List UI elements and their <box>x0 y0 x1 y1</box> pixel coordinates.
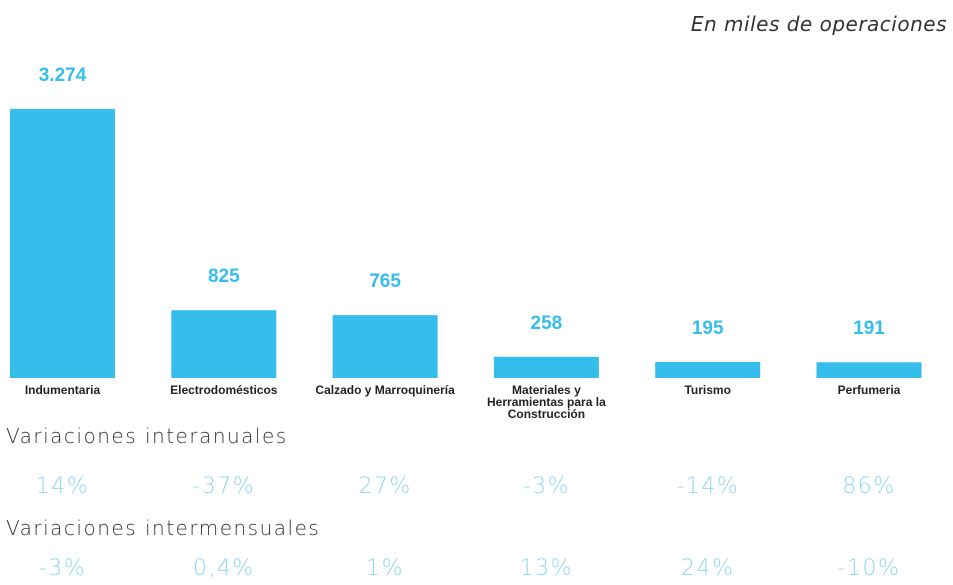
category-label: Materiales y Herramientas para la Constr… <box>487 383 606 421</box>
row-value: -3% <box>38 556 87 581</box>
row-value: -14% <box>676 474 740 499</box>
bar <box>171 310 277 378</box>
bar <box>10 109 115 378</box>
row-title: Variaciones intermensuales <box>6 516 321 540</box>
bar <box>655 361 761 378</box>
row-value: 13% <box>519 556 574 581</box>
row-value: -3% <box>522 474 571 499</box>
row-value: 0,4% <box>192 556 255 581</box>
row-value: 24% <box>680 556 735 581</box>
bar <box>493 356 599 378</box>
row-title: Variaciones interanuales <box>6 424 288 448</box>
value-label: 765 <box>369 271 401 293</box>
category-label: Electrodomésticos <box>170 383 278 397</box>
row-value: -10% <box>837 556 901 581</box>
row-value: 14% <box>35 474 90 499</box>
category-label: Calzado y Marroquinería <box>315 383 455 397</box>
subtitle: En miles de operaciones <box>690 12 947 36</box>
category-label: Indumentaria <box>24 383 101 397</box>
value-label: 825 <box>207 266 240 288</box>
value-label: 195 <box>691 317 724 339</box>
value-label: 191 <box>853 318 885 340</box>
row-value: 1% <box>366 556 405 581</box>
category-label: Turismo <box>684 383 731 397</box>
category-label: Perfumeria <box>837 383 901 397</box>
row-value: 27% <box>358 474 412 499</box>
value-label: 3.274 <box>38 65 87 86</box>
bar <box>816 362 922 378</box>
row-value: 86% <box>842 474 896 499</box>
row-value: -37% <box>192 474 256 499</box>
bar <box>332 315 438 378</box>
value-label: 258 <box>530 312 563 334</box>
